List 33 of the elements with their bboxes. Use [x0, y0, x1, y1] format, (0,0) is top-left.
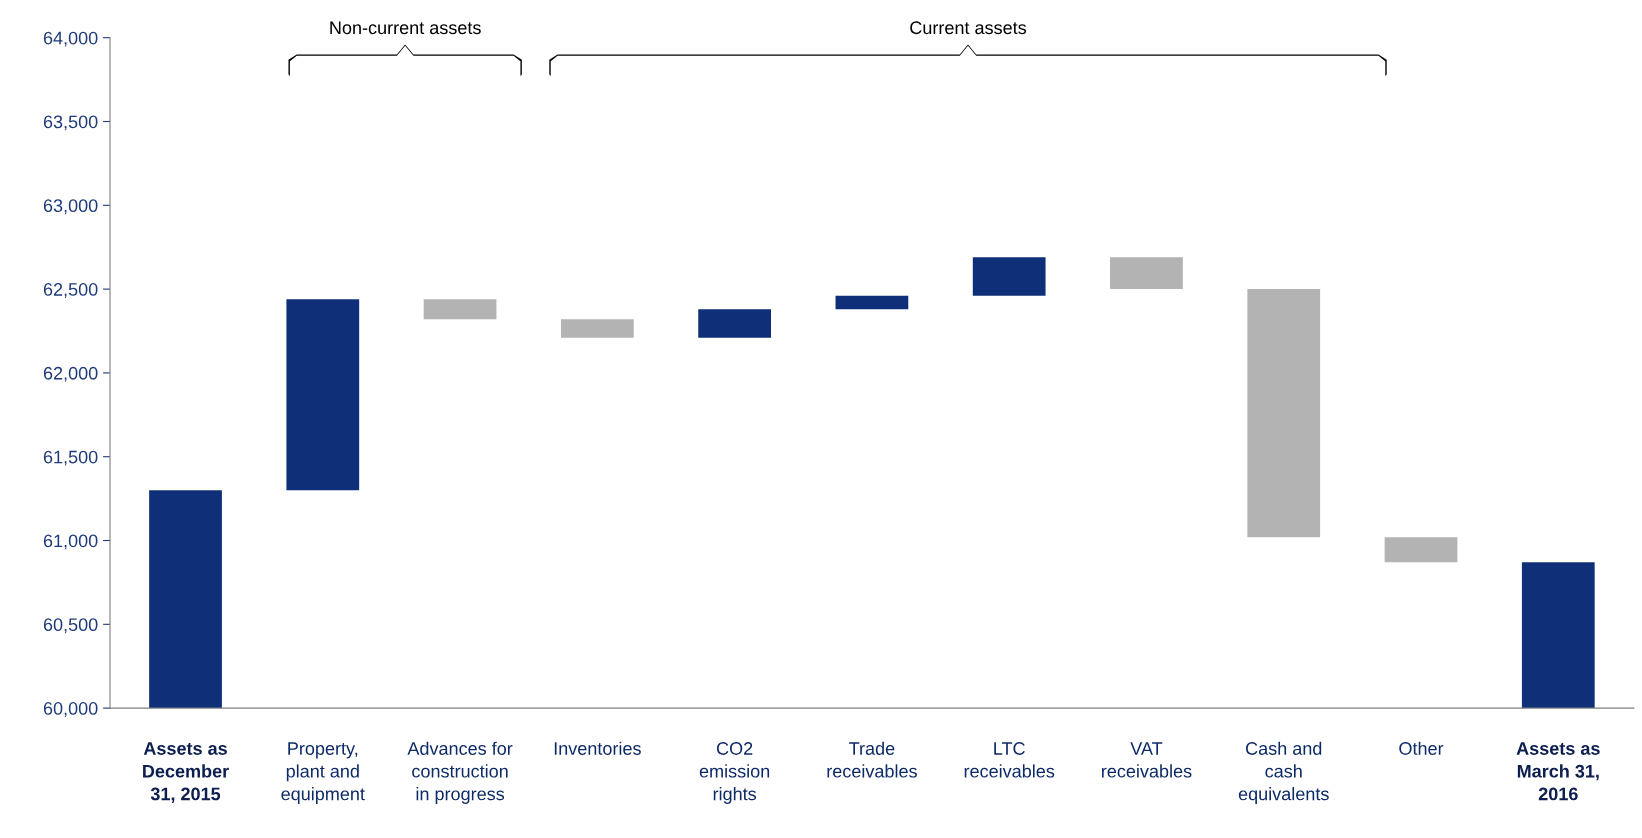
x-tick-label: Advances for construction in progress — [407, 741, 513, 804]
bar — [835, 295, 909, 310]
text: Non-current assets — [330, 21, 481, 35]
bar — [423, 299, 497, 320]
y-tick-label: 62,500 — [43, 283, 98, 298]
bar — [286, 299, 360, 491]
y-tick-label: 60,000 — [43, 702, 98, 717]
y-tick-label: 61,000 — [43, 534, 98, 550]
x-tick-label: Property, plant and equipment — [281, 742, 365, 804]
bar — [1247, 289, 1321, 538]
bar — [1110, 257, 1183, 290]
y-tick-label: 60,500 — [43, 618, 98, 634]
y-tick-label: 62,000 — [43, 366, 98, 382]
bar — [149, 490, 222, 709]
x-tick-label: Cash and cash equivalents — [1238, 741, 1329, 804]
x-tick-label: LTC receivables — [964, 742, 1055, 778]
y-tick-label: 63,000 — [43, 199, 98, 215]
bar — [972, 257, 1046, 296]
bar — [698, 309, 771, 338]
bar — [560, 319, 634, 338]
y-tick-label: 63,500 — [43, 115, 98, 131]
x-tick-label: Inventories — [554, 741, 641, 755]
y-tick-label: 64,000 — [43, 31, 98, 47]
x-tick-label: CO2 emission rights — [699, 742, 770, 804]
y-tick-label: 61,500 — [43, 450, 98, 466]
x-tick-label: VAT receivables — [1101, 742, 1192, 778]
x-tick-label: Assets as December 31, 2015 — [143, 742, 229, 803]
x-tick-label: Trade receivables — [827, 741, 917, 778]
x-tick-label: Assets as March 31, 2016 — [1516, 742, 1600, 801]
bar — [1521, 562, 1595, 709]
bar — [1384, 537, 1458, 563]
text: Current assets — [910, 21, 1027, 35]
x-tick-label: Other — [1399, 741, 1444, 755]
